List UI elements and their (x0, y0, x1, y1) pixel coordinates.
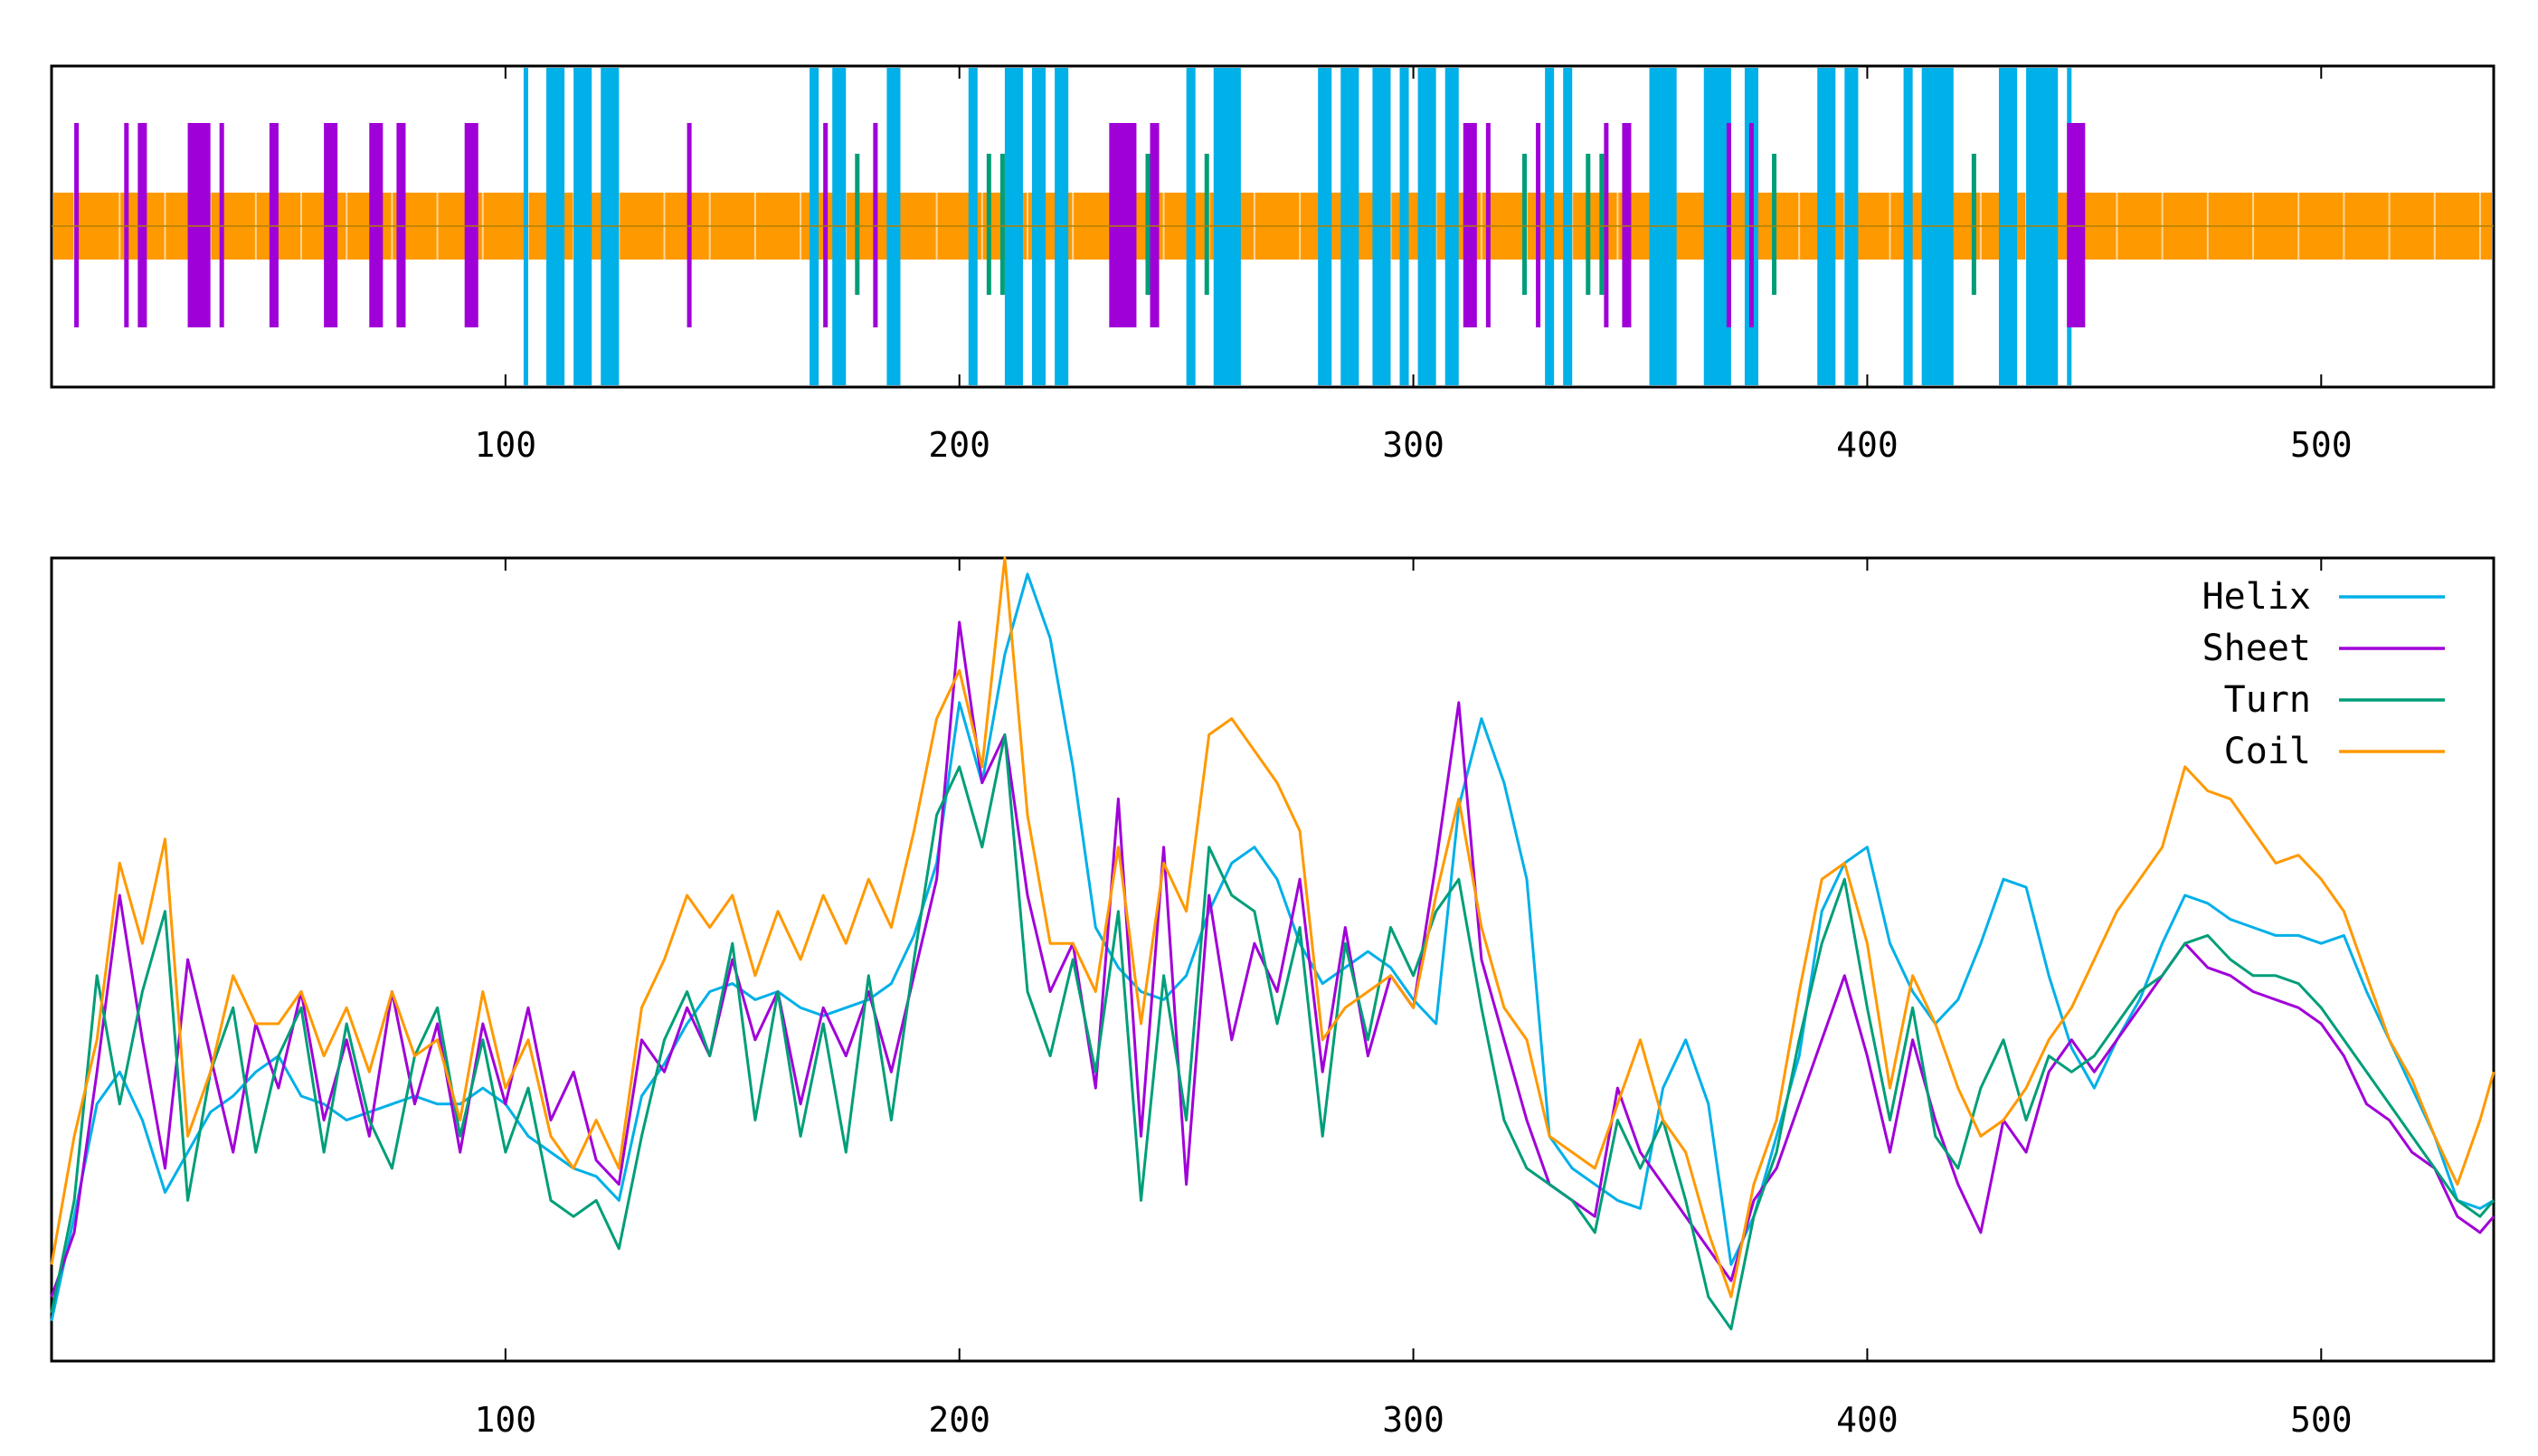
turn-segment (1522, 154, 1528, 295)
legend-label-coil: Coil (2224, 731, 2311, 772)
x-tick-label: 500 (2290, 1400, 2353, 1440)
sheet-segment (1150, 123, 1160, 327)
legend-label-turn: Turn (2224, 679, 2311, 721)
sheet-segment (1536, 123, 1541, 327)
x-tick-label: 100 (475, 1400, 537, 1440)
legend-label-sheet: Sheet (2202, 628, 2311, 669)
x-tick-label: 300 (1382, 1400, 1444, 1440)
sheet-segment (1622, 123, 1632, 327)
sheet-segment (1748, 123, 1754, 327)
turn-segment (1599, 154, 1605, 295)
x-tick-label: 400 (1836, 425, 1899, 465)
turn-segment (1204, 154, 1209, 295)
probability-plot-frame (50, 556, 2495, 1363)
sheet-segment (687, 123, 692, 327)
sheet-segment (1726, 123, 1731, 327)
sheet-segment (1604, 123, 1609, 327)
series-line-coil (50, 556, 2495, 1299)
sheet-segment (464, 123, 478, 327)
sheet-segment (823, 123, 829, 327)
probability-x-axis: 100 200 300 400 500 (475, 558, 2353, 1440)
sheet-segment (2067, 123, 2086, 327)
x-tick-label: 400 (1836, 1400, 1899, 1440)
series-line-helix (50, 572, 2495, 1321)
probability-series (50, 556, 2495, 1330)
x-tick-label: 300 (1382, 425, 1444, 465)
turn-segment (1971, 154, 1976, 295)
turn-segment (855, 154, 860, 295)
sheet-segment (219, 123, 224, 327)
sheet-segment (124, 123, 129, 327)
structure-track-x-axis: 100 200 300 400 500 (475, 66, 2353, 465)
sheet-segment (1109, 123, 1137, 327)
sheet-segment (396, 123, 406, 327)
turn-segment (986, 154, 991, 295)
legend-label-helix: Helix (2202, 576, 2311, 618)
sheet-segment (324, 123, 338, 327)
sheet-segment (187, 123, 211, 327)
probability-line-panel: 100 200 300 400 500 Helix Sheet Turn Coil (50, 556, 2495, 1440)
x-tick-label: 200 (928, 1400, 990, 1440)
sheet-segment (137, 123, 147, 327)
sheet-segment (74, 123, 80, 327)
x-tick-label: 200 (928, 425, 990, 465)
sheet-segment (873, 123, 878, 327)
sheet-segment (1463, 123, 1477, 327)
series-line-sheet (50, 620, 2495, 1298)
turn-segment (999, 154, 1005, 295)
series-line-turn (50, 733, 2495, 1330)
x-tick-label: 100 (475, 425, 537, 465)
sheet-segment (269, 123, 279, 327)
structure-track-panel: 100 200 300 400 500 (50, 64, 2495, 465)
x-tick-label: 500 (2290, 425, 2353, 465)
turn-segment (1145, 154, 1151, 295)
turn-segment (1586, 154, 1591, 295)
sheet-segment (369, 123, 384, 327)
sheet-segment (1485, 123, 1491, 327)
turn-segment (1772, 154, 1777, 295)
legend: Helix Sheet Turn Coil (2202, 576, 2445, 772)
structure-track-marks (52, 68, 2494, 385)
